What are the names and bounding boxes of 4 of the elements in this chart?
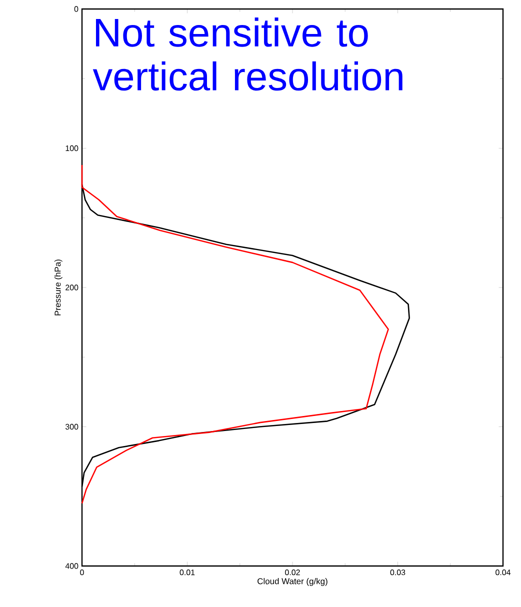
y-axis-title: Pressure (hPa) <box>54 260 62 316</box>
annotation: Not sensitive to vertical resolution <box>92 18 402 91</box>
x-axis-title: Cloud Water (g/kg) <box>258 578 328 586</box>
line-series <box>81 164 389 504</box>
